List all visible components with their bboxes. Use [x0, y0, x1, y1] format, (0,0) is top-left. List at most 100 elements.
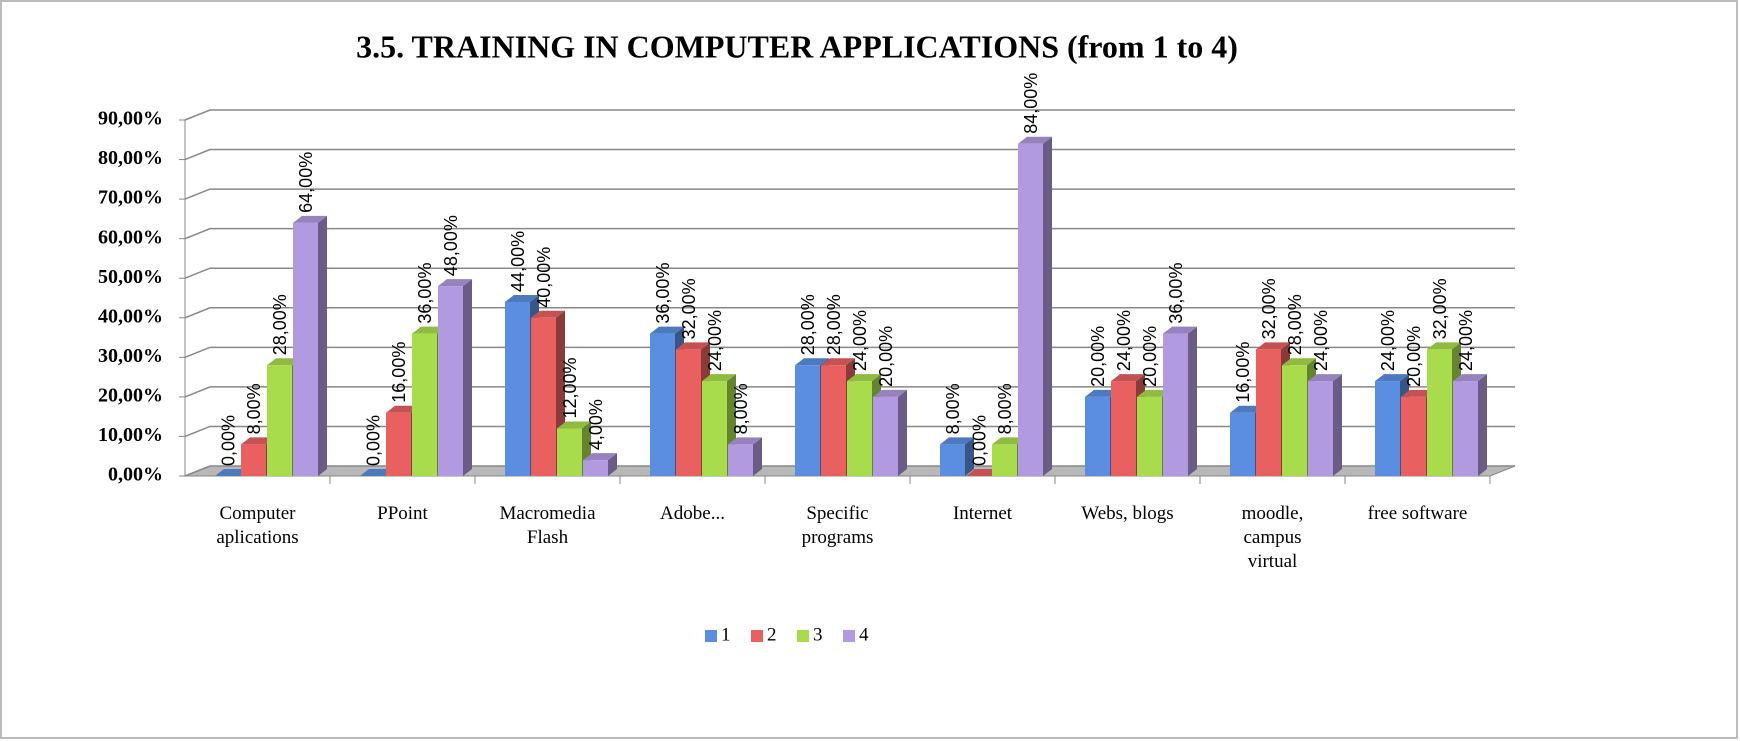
bar-top	[215, 469, 249, 476]
x-tick-label-line: Adobe...	[660, 503, 725, 524]
value-label: 16,00%	[1233, 342, 1253, 403]
value-label: 0,00%	[363, 415, 383, 466]
bar-top	[1230, 405, 1264, 413]
value-label: 36,00%	[653, 263, 673, 324]
grid-line	[184, 346, 1515, 359]
x-tick-label: Webs, blogs	[1081, 503, 1173, 524]
bar-side	[608, 453, 617, 476]
bar	[1256, 349, 1281, 476]
bar-top	[650, 326, 684, 334]
x-tick-label: Macromedia Flash	[499, 503, 596, 548]
legend-label: 3	[813, 624, 823, 645]
bar-top	[728, 437, 762, 445]
legend-swatch	[797, 630, 809, 642]
bar	[676, 349, 701, 476]
bar-top	[1018, 136, 1052, 144]
bar-top	[1111, 374, 1145, 382]
y-tick-label: 30,00%	[98, 345, 163, 367]
value-label: 24,00%	[1456, 310, 1476, 371]
value-label: 24,00%	[705, 310, 725, 371]
y-tick-label: 10,00%	[98, 424, 163, 446]
value-label: 20,00%	[876, 326, 896, 387]
x-tick-label-line: Specific	[806, 503, 868, 524]
grid-line	[184, 425, 1515, 438]
x-tick-label: Computer aplications	[216, 503, 298, 548]
bar	[531, 317, 556, 476]
bar-top	[676, 342, 710, 350]
value-label: 32,00%	[1430, 278, 1450, 339]
value-label: 28,00%	[1285, 294, 1305, 355]
bar-side	[463, 279, 472, 476]
bar-top	[847, 374, 881, 382]
value-label: 4,00%	[586, 399, 606, 450]
value-label: 8,00%	[731, 383, 751, 434]
bar	[1137, 396, 1162, 476]
value-label: 28,00%	[824, 294, 844, 355]
y-tick-label: 60,00%	[98, 226, 163, 248]
grid-line	[184, 465, 1515, 477]
bar-top	[531, 310, 565, 318]
bar-top	[438, 279, 472, 287]
bar	[1230, 412, 1255, 476]
x-tick-label-line: aplications	[216, 527, 298, 548]
bar	[650, 333, 675, 476]
bar	[557, 428, 582, 476]
x-tick-label-line: programs	[802, 527, 874, 548]
x-tick-label: Internet	[953, 503, 1013, 524]
legend-label: 2	[767, 624, 777, 645]
bar-top	[1256, 342, 1290, 350]
value-label: 28,00%	[798, 294, 818, 355]
bar-side	[1478, 374, 1487, 476]
bar	[1453, 381, 1478, 476]
legend-label: 1	[721, 624, 731, 645]
value-label: 32,00%	[679, 278, 699, 339]
bar-top	[873, 389, 907, 397]
bar	[1018, 143, 1043, 476]
bar-top	[1427, 342, 1461, 350]
bar	[992, 444, 1017, 476]
value-label: 24,00%	[1114, 310, 1134, 371]
x-tick-label-line: free software	[1368, 503, 1468, 524]
bar-side	[898, 389, 907, 476]
bar	[386, 412, 411, 476]
x-tick-label-line: PPoint	[377, 503, 428, 524]
bar-side	[753, 437, 762, 476]
bar-top	[821, 358, 855, 366]
x-tick-label-line: campus	[1243, 527, 1301, 548]
bar-top	[505, 294, 539, 302]
bar-side	[965, 437, 974, 476]
grid-line	[184, 188, 1515, 200]
bar-top	[940, 437, 974, 445]
grid-line	[184, 109, 1515, 121]
bar	[1401, 396, 1426, 476]
y-tick-label: 20,00%	[98, 384, 163, 406]
legend-label: 4	[859, 624, 869, 645]
bar-top	[1453, 374, 1487, 382]
bar	[1282, 365, 1307, 476]
bar-top	[1282, 358, 1316, 366]
value-label: 0,00%	[969, 415, 989, 466]
bar	[1085, 396, 1110, 476]
bar	[1163, 333, 1188, 476]
bar-top	[1137, 389, 1171, 397]
bar-side	[1043, 136, 1052, 476]
bar-top	[992, 437, 1026, 445]
y-tick-label: 0,00%	[108, 464, 163, 486]
x-tick-label-line: Webs, blogs	[1081, 503, 1173, 524]
value-label: 32,00%	[1259, 278, 1279, 339]
value-label: 64,00%	[296, 152, 316, 213]
bar	[412, 333, 437, 476]
grid-line	[184, 307, 1515, 319]
bar-top	[412, 326, 446, 334]
value-label: 0,00%	[218, 415, 238, 466]
value-label: 12,00%	[560, 357, 580, 418]
bar	[583, 460, 608, 476]
value-label: 16,00%	[389, 342, 409, 403]
legend-swatch	[751, 630, 763, 642]
bar-side	[1188, 326, 1197, 476]
bar-top	[241, 437, 275, 445]
bar	[1308, 381, 1333, 476]
value-label: 36,00%	[415, 263, 435, 324]
legend-swatch	[843, 630, 855, 642]
bar	[293, 222, 318, 476]
